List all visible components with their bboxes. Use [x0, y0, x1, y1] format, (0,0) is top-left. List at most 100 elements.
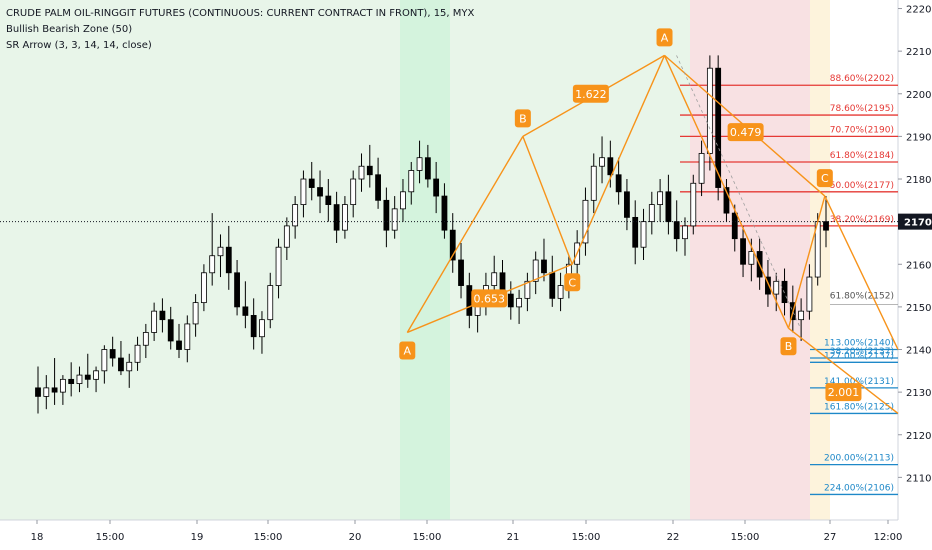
- time-tick-label: 27: [824, 532, 837, 543]
- candle: [176, 323, 182, 359]
- pattern-point-b: B: [514, 109, 531, 128]
- candle: [275, 238, 282, 299]
- price-tick-label: 2110: [906, 473, 931, 484]
- time-tick-9: 15:00: [731, 520, 760, 543]
- time-tick-10: 27: [824, 520, 837, 543]
- candle: [159, 298, 166, 333]
- candle: [433, 161, 440, 214]
- pattern-point-b: B: [780, 337, 797, 356]
- candle-body: [731, 212, 738, 240]
- candle-body: [549, 272, 556, 299]
- time-tick-2: 19: [191, 520, 204, 543]
- pattern-point-c: C: [564, 273, 581, 292]
- pattern-line: [571, 55, 666, 265]
- candle-body: [607, 157, 614, 176]
- candle: [325, 179, 332, 222]
- candle: [516, 289, 522, 324]
- price-tick-5: 2160: [898, 260, 931, 271]
- candle: [441, 183, 448, 239]
- candle: [358, 153, 365, 192]
- candle: [283, 217, 290, 260]
- price-tick-label: 2120: [906, 431, 931, 442]
- fib-level-blue-label: 127.00%(2137): [824, 351, 894, 361]
- time-tick-6: 21: [507, 520, 519, 543]
- time-tick-label: 18: [31, 532, 44, 543]
- candle: [259, 311, 265, 354]
- candle-body: [126, 361, 133, 372]
- candle-body: [35, 387, 41, 397]
- candle: [242, 281, 249, 329]
- pattern-point-badge: [399, 341, 416, 360]
- candle-body: [640, 221, 647, 248]
- candle: [524, 272, 531, 312]
- candle-body: [806, 276, 813, 312]
- candle-body: [524, 280, 531, 299]
- time-tick-0: 18: [31, 520, 44, 543]
- candle: [217, 234, 224, 278]
- candle: [101, 345, 108, 384]
- time-tick-label: 15:00: [731, 532, 760, 543]
- candle: [142, 323, 149, 359]
- fib-level-blue-label: 161.80%(2125): [824, 402, 894, 412]
- candle: [167, 306, 174, 350]
- candle-body: [400, 191, 406, 210]
- candle-body: [159, 310, 166, 321]
- price-tick-1: 2120: [898, 431, 931, 442]
- candle-body: [192, 302, 199, 325]
- time-tick-label: 19: [191, 532, 204, 543]
- pattern-line: [663, 55, 790, 329]
- price-tick-label: 2210: [906, 47, 931, 58]
- candle-body: [773, 280, 780, 295]
- indicator-sr-arrow[interactable]: SR Arrow (3, 3, 14, 14, close): [6, 40, 152, 51]
- pattern-ratio-badge: [727, 123, 764, 142]
- candle-body: [590, 165, 597, 201]
- candle: [68, 362, 75, 397]
- price-tick-label: 2140: [906, 346, 931, 357]
- time-tick-3: 15:00: [254, 520, 283, 543]
- candle-body: [740, 238, 746, 265]
- candle: [350, 170, 357, 218]
- candle: [35, 366, 41, 414]
- price-tick-label: 2160: [906, 260, 931, 271]
- candle-body: [532, 259, 539, 282]
- pattern-ratio-label: 2.001: [828, 386, 860, 399]
- candle: [342, 196, 348, 239]
- candle: [333, 191, 340, 243]
- candle: [118, 340, 124, 376]
- pattern-point-c: C: [816, 169, 833, 188]
- price-tick-label: 2190: [906, 132, 931, 143]
- price-tick-11: 2220: [898, 5, 931, 16]
- chart-title: CRUDE PALM OIL-RINGGIT FUTURES (CONTINUO…: [6, 8, 475, 19]
- candle-body: [383, 199, 390, 231]
- pattern-point-badge: [816, 169, 833, 188]
- pattern-point-badge: [514, 109, 531, 128]
- candle: [391, 196, 398, 239]
- candle-body: [723, 187, 730, 214]
- candle-body: [765, 276, 771, 295]
- candle-body: [242, 306, 249, 316]
- pattern-point-badge: [780, 337, 797, 356]
- candle: [541, 238, 547, 282]
- candle: [673, 200, 680, 252]
- candle-body: [491, 272, 498, 286]
- time-tick-label: 15:00: [254, 532, 283, 543]
- candle-body: [234, 272, 240, 308]
- candle-body: [358, 165, 365, 180]
- candle-body: [43, 387, 50, 397]
- indicator-bullish-bearish-zone[interactable]: Bullish Bearish Zone (50): [6, 24, 133, 35]
- candle: [416, 140, 423, 184]
- price-tick-7: 2180: [898, 175, 931, 186]
- time-tick-label: 15:00: [96, 532, 125, 543]
- price-tick-10: 2210: [898, 47, 931, 58]
- candle-body: [76, 374, 83, 385]
- price-tick-9: 2200: [898, 90, 931, 101]
- candle-body: [366, 165, 373, 176]
- candle-body: [449, 229, 456, 261]
- price-tick-label: 2180: [906, 175, 931, 186]
- candle: [151, 302, 158, 341]
- candle: [773, 272, 780, 312]
- fib-level-red-label: 38.20%(2169): [830, 215, 894, 225]
- candle-body: [823, 221, 829, 231]
- candle-body: [259, 319, 265, 338]
